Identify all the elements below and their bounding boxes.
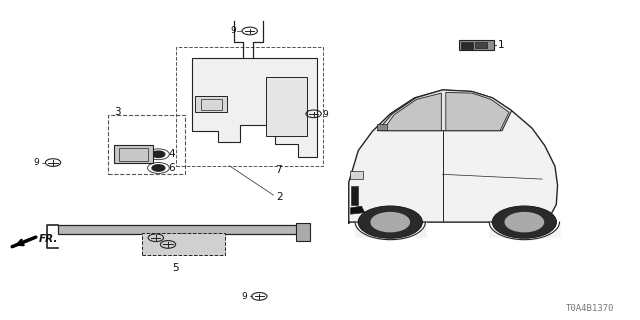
Bar [296,223,310,241]
Text: 8: 8 [178,233,185,243]
Text: 8: 8 [178,239,185,249]
Text: FR.: FR. [39,234,58,244]
Text: 7: 7 [275,165,282,175]
Circle shape [492,206,556,238]
Bar [195,96,227,112]
Bar [108,116,184,174]
Text: 9: 9 [230,27,236,36]
Bar [176,47,323,166]
Text: 4: 4 [168,149,175,159]
Text: 3: 3 [115,107,121,116]
Circle shape [371,212,410,232]
Polygon shape [383,93,442,131]
Text: T0A4B1370: T0A4B1370 [565,304,614,313]
Polygon shape [351,206,365,214]
Bar [58,225,298,234]
Text: 2: 2 [276,192,283,202]
Bar [143,233,225,255]
Bar [119,148,148,161]
Polygon shape [349,90,557,224]
Polygon shape [446,92,509,131]
Text: 9: 9 [33,158,39,167]
Bar [378,124,387,130]
Text: 6: 6 [168,163,175,173]
Text: 5: 5 [172,263,179,273]
Circle shape [358,206,422,238]
Polygon shape [378,90,511,131]
Circle shape [152,165,165,171]
Bar [460,40,494,50]
Text: 1: 1 [497,40,504,50]
Polygon shape [192,58,317,157]
Bar [351,186,358,204]
Bar [350,171,363,179]
Text: 9: 9 [323,110,328,119]
Bar [200,99,221,110]
Bar [266,77,307,136]
Bar [461,42,472,49]
Bar [115,145,153,163]
Circle shape [152,151,165,157]
Circle shape [505,212,543,232]
Bar [475,43,486,48]
Text: 9: 9 [241,292,247,301]
